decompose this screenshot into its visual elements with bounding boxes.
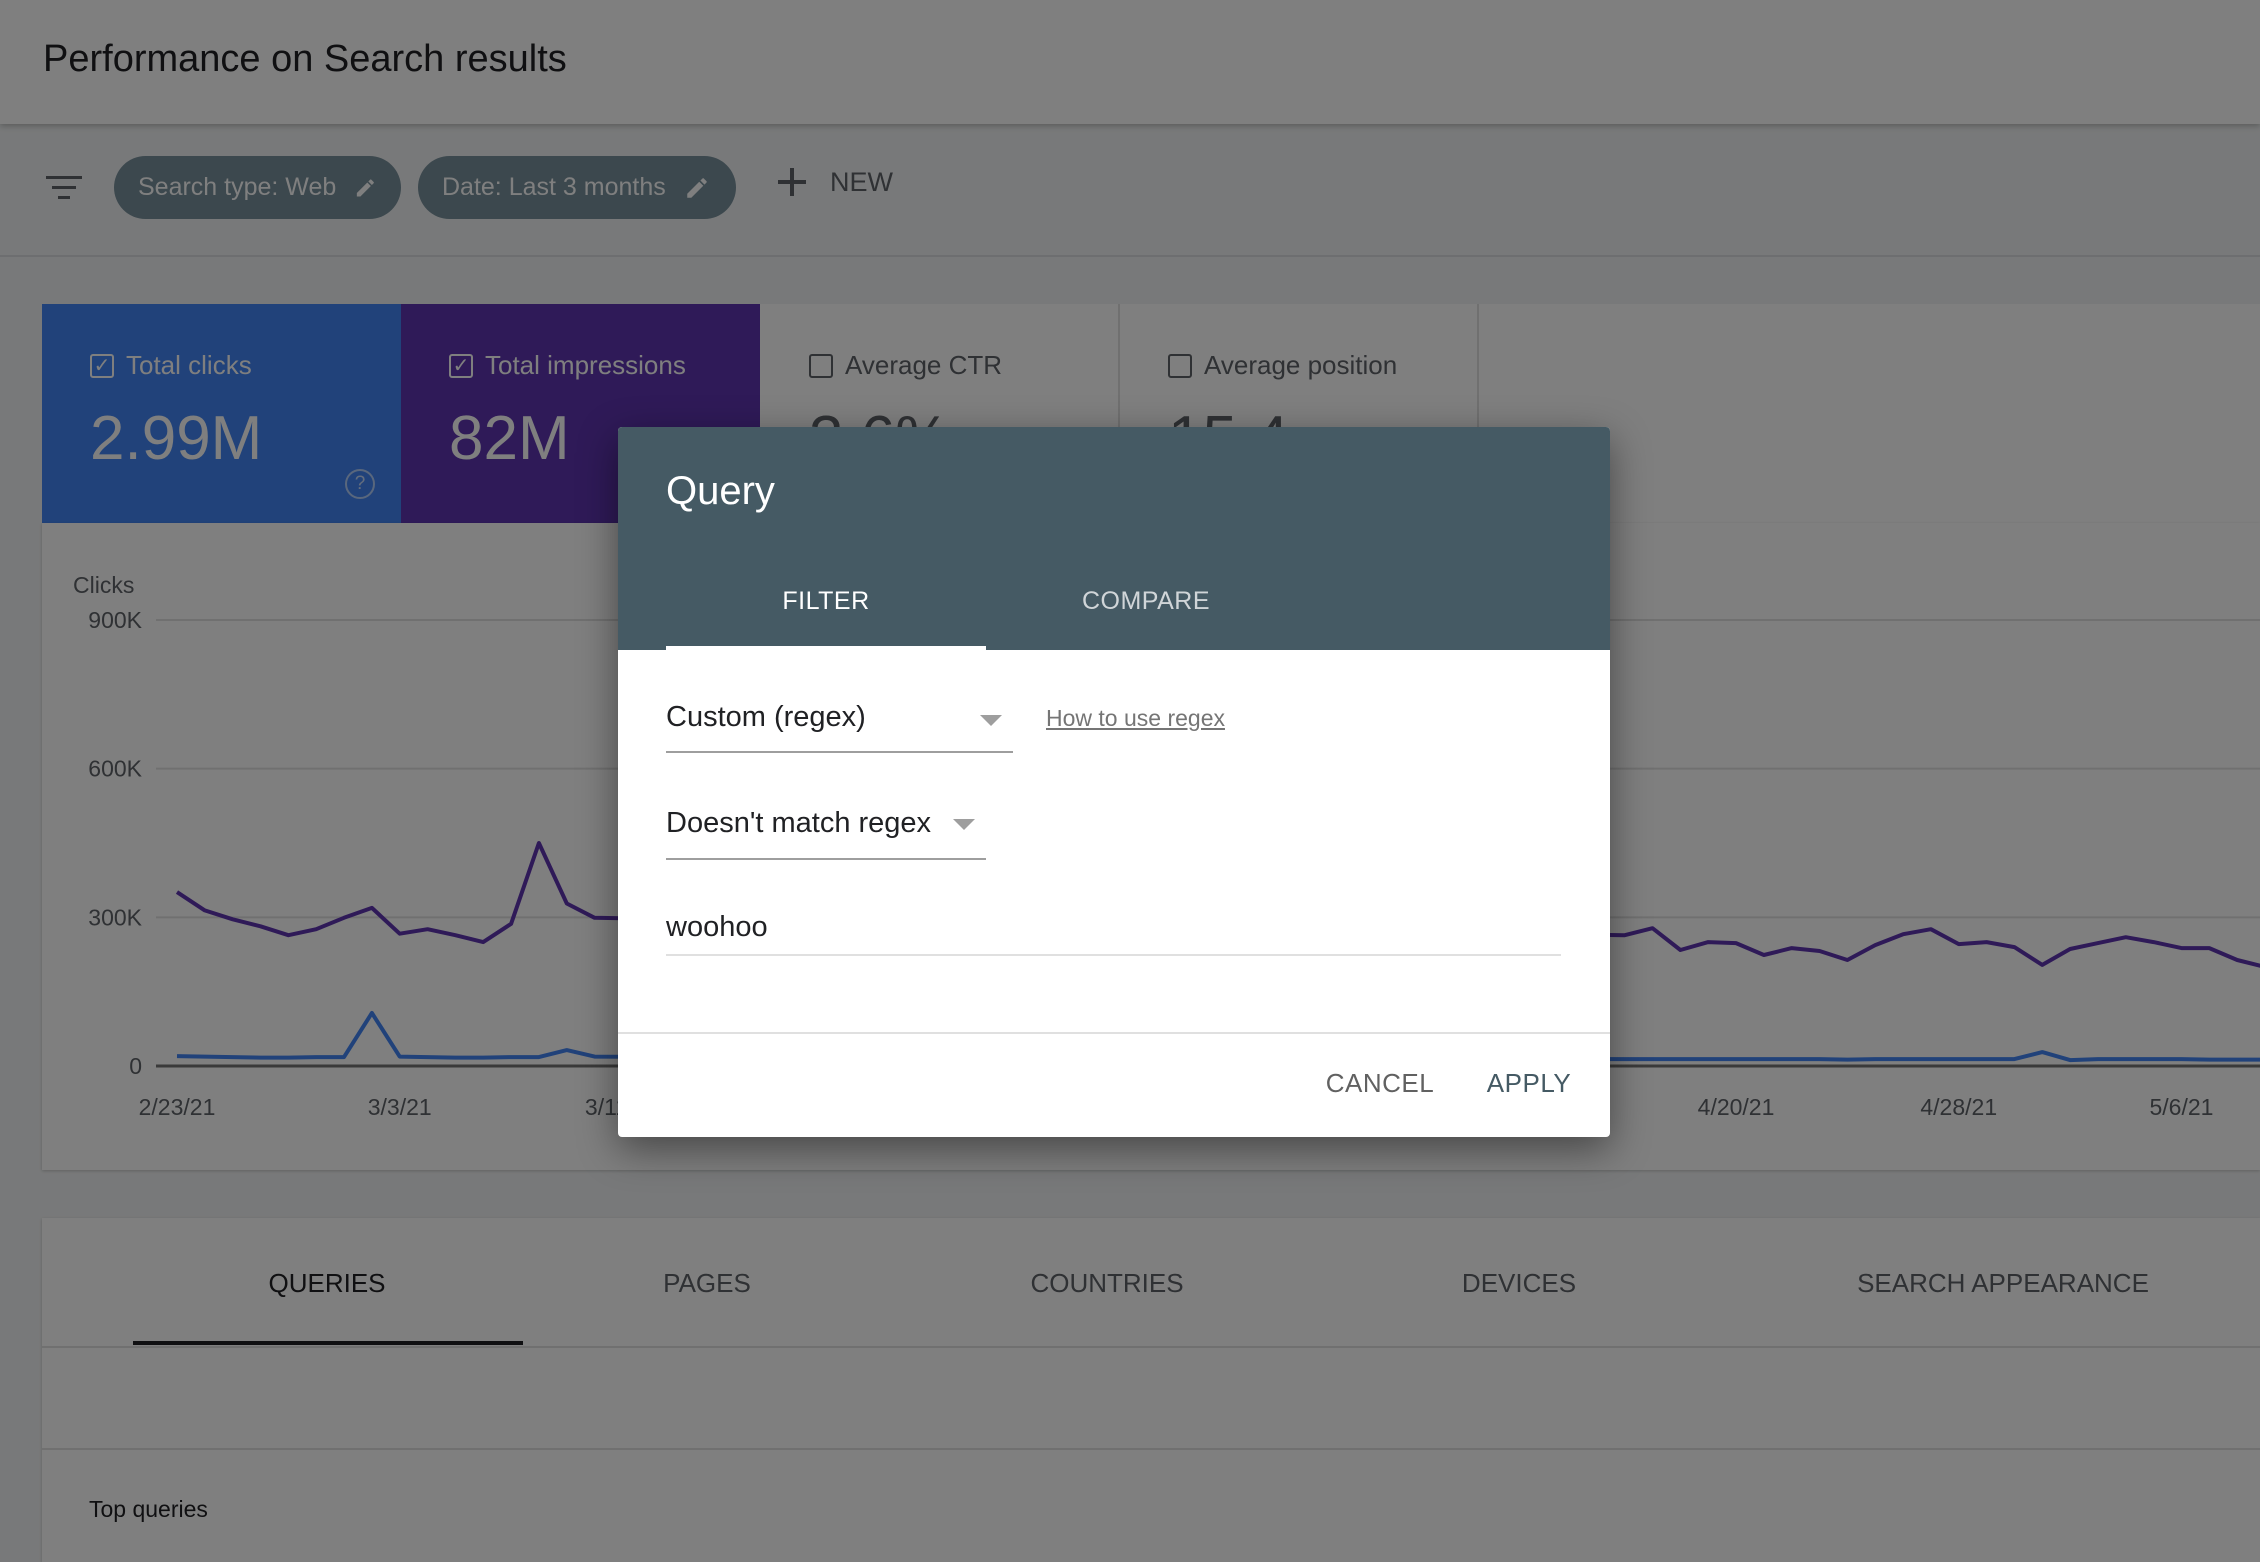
regex-input[interactable]: woohoo: [666, 907, 1561, 957]
select-underline: [666, 858, 986, 860]
select-underline: [666, 751, 1013, 753]
input-value: woohoo: [666, 911, 768, 943]
dropdown-arrow-icon: [980, 715, 1002, 726]
match-type-select[interactable]: Doesn't match regex: [666, 797, 986, 861]
filter-type-select[interactable]: Custom (regex): [666, 689, 1013, 753]
divider: [618, 1032, 1610, 1034]
tab-compare[interactable]: COMPARE: [1081, 587, 1211, 615]
dialog-title: Query: [666, 469, 775, 513]
dialog-header: Query FILTER COMPARE: [618, 427, 1610, 650]
tab-filter[interactable]: FILTER: [782, 587, 870, 615]
apply-button[interactable]: APPLY: [1486, 1068, 1572, 1098]
dropdown-arrow-icon: [953, 819, 975, 830]
active-tab-indicator: [666, 646, 986, 650]
input-underline: [666, 954, 1561, 956]
select-value: Custom (regex): [666, 701, 866, 733]
cancel-button[interactable]: CANCEL: [1325, 1068, 1435, 1098]
how-to-use-regex-link[interactable]: How to use regex: [1046, 705, 1225, 731]
query-filter-dialog: Query FILTER COMPARE Custom (regex) How …: [618, 427, 1610, 1137]
select-value: Doesn't match regex: [666, 807, 932, 839]
